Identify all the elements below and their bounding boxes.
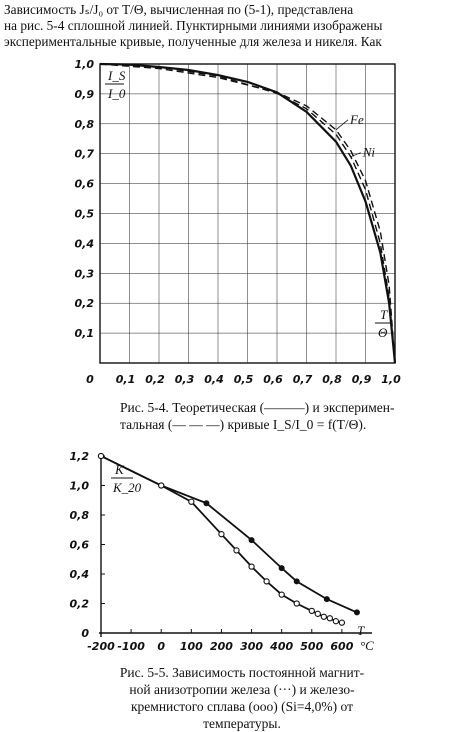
figure-5-5-chart: -200 -100 0 100 200 300 400 500 600 °CT 0 0,2 0,4 0,6…: [70, 450, 375, 653]
data-point-dot: [203, 500, 210, 507]
y-axis-label-denominator: K_20: [112, 480, 142, 495]
data-point-circle: [248, 563, 255, 570]
series-line: [99, 63, 396, 364]
paragraph-line: экспериментальные кривые, полученные для…: [4, 34, 382, 49]
data-point-dot: [323, 596, 330, 603]
paragraph-line: Зависимость Jₛ/J₀ от T/Θ, вычисленная по…: [4, 2, 354, 17]
data-point-circle: [293, 600, 300, 607]
x-tick-label: 300: [240, 640, 263, 653]
y-tick-label: 0,4: [75, 237, 95, 250]
y-tick-label: 1,0: [70, 480, 90, 493]
y-tick-label: 1,2: [70, 450, 90, 463]
x-axis-unit: °C: [360, 638, 374, 653]
data-point-circle: [218, 531, 225, 538]
y-tick-label: 0,8: [75, 118, 95, 131]
x-tick-label: 1,0: [381, 373, 401, 386]
x-tick-label: -100: [117, 640, 145, 653]
series-label: Fe: [349, 112, 364, 127]
y-tick-label: 1,0: [75, 58, 95, 71]
data-point-circle: [338, 619, 346, 626]
data-point-dot: [248, 537, 255, 544]
body-paragraph: Зависимость Jₛ/J₀ от T/Θ, вычисленная по…: [4, 2, 470, 50]
y-tick-label: 0,7: [75, 148, 95, 161]
data-point-circle: [188, 498, 195, 505]
y-tick-label: 0,6: [75, 178, 95, 191]
y-tick-label: 0,5: [75, 208, 95, 221]
x-tick-label: 200: [210, 640, 233, 653]
data-point-circle: [314, 610, 321, 617]
x-tick-label: 100: [180, 640, 203, 653]
series-leader-line: [350, 152, 361, 158]
data-point-dot: [353, 609, 360, 616]
caption-line: тальная (— — —) кривые I_S/I_0 = f(T/Θ).: [120, 417, 367, 432]
data-point-circle: [158, 482, 165, 489]
y-tick-label: 0,6: [70, 539, 90, 552]
y-tick-label: 0,9: [75, 88, 95, 101]
x-tick-label: 400: [269, 640, 293, 653]
caption-line: температуры.: [203, 716, 281, 731]
x-tick-label: 0: [86, 373, 94, 386]
caption-line: Рис. 5-4. Теоретическая (———) и эксперим…: [120, 400, 395, 415]
x-axis-label: T: [357, 623, 365, 638]
data-point-circle: [320, 613, 327, 620]
caption-line: кремнистого сплава (ooo) (Si=4,0%) от: [130, 699, 354, 714]
caption-line: Рис. 5-5. Зависимость постоянной магнит-: [119, 665, 365, 680]
data-point-circle: [278, 591, 285, 598]
x-tick-label: 0,4: [204, 373, 224, 386]
y-tick-label: 0,2: [70, 598, 90, 611]
x-tick-label: 0,1: [116, 373, 136, 386]
x-axis-label-denominator: Θ: [378, 325, 388, 340]
y-axis-label-numerator: K: [114, 462, 125, 477]
figure-5-4-caption: Рис. 5-4. Теоретическая (———) и эксперим…: [120, 399, 470, 433]
x-tick-label: 500: [300, 640, 323, 653]
data-point-circle: [263, 578, 270, 585]
x-tick-label: 0,6: [263, 373, 283, 386]
caption-line: ной анизотропии железа (···) и железо-: [129, 682, 355, 697]
x-tick-label: 0,8: [322, 373, 342, 386]
data-point-circle: [332, 618, 340, 625]
y-axis-label-denominator: I_0: [107, 86, 126, 101]
figure-5-5-caption: Рис. 5-5. Зависимость постоянной магнит-…: [82, 664, 402, 732]
x-tick-label: 0,3: [175, 373, 195, 386]
series-line: [99, 62, 397, 364]
x-tick-label: 0,5: [234, 373, 254, 386]
x-tick-label: 0,2: [145, 373, 165, 386]
x-tick-label: 600: [330, 640, 353, 653]
x-tick-label: 0,9: [352, 373, 372, 386]
y-axis-label-numerator: I_S: [107, 68, 126, 83]
x-axis-label-numerator: T: [380, 307, 388, 322]
data-point-circle: [233, 547, 240, 554]
data-point-dot: [293, 578, 300, 585]
data-point-circle: [326, 615, 333, 622]
y-tick-label: 0,1: [75, 327, 95, 340]
data-point-dot: [278, 565, 285, 572]
y-tick-label: 0,2: [75, 297, 95, 310]
y-tick-label: 0,3: [75, 267, 95, 280]
series-label: Ni: [362, 145, 376, 160]
paragraph-line: на рис. 5-4 сплошной линией. Пунктирными…: [4, 18, 383, 33]
series-leader-line: [335, 119, 349, 131]
x-tick-label: 0,7: [293, 373, 313, 386]
data-point-circle: [308, 607, 315, 615]
x-tick-label: -200: [87, 640, 115, 653]
x-tick-label: 0: [157, 640, 165, 653]
y-tick-label: 0,4: [70, 568, 90, 581]
y-tick-label: 0,8: [70, 509, 90, 522]
y-tick-label: 0: [81, 627, 89, 640]
data-point-circle: [97, 452, 105, 460]
figure-5-4-chart: 0 0,1 0,2 0,3 0,4 0,5 0,6 0,7 0,8 0,9 1,0 0,1 0,2 0,3…: [75, 58, 402, 386]
series-line: [100, 455, 358, 614]
series-line: [99, 63, 396, 364]
